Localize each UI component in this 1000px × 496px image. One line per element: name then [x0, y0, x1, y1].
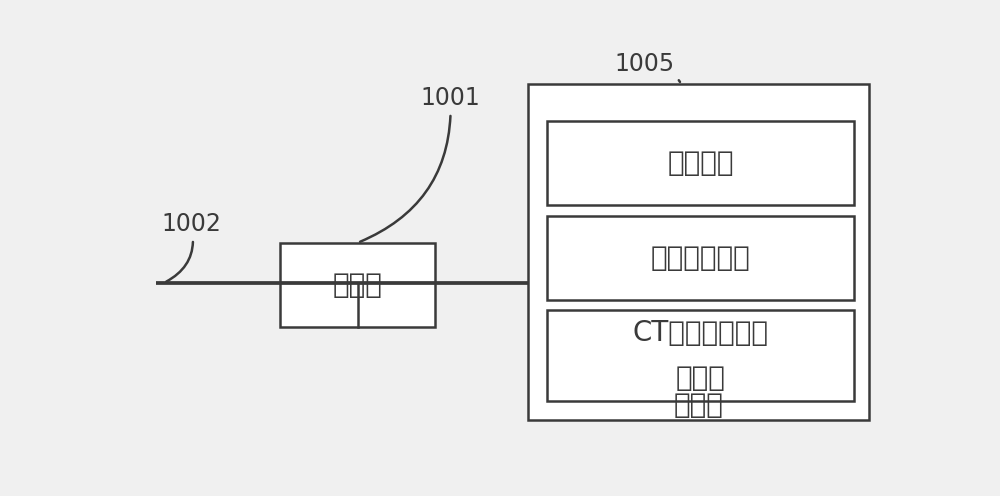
Text: 处理器: 处理器	[333, 271, 382, 299]
Text: 1005: 1005	[614, 52, 680, 82]
Bar	[547, 310, 854, 401]
Text: 存储器: 存储器	[674, 391, 723, 419]
Text: 1002: 1002	[161, 212, 221, 282]
Text: 操作系统: 操作系统	[667, 149, 734, 177]
Bar	[280, 243, 435, 327]
Text: 1001: 1001	[360, 86, 480, 242]
Bar	[547, 121, 854, 205]
Text: CT图像肺结节检
测程序: CT图像肺结节检 测程序	[632, 319, 768, 392]
Text: 网络通信模块: 网络通信模块	[651, 244, 750, 272]
Bar	[528, 84, 869, 421]
Bar	[547, 216, 854, 300]
